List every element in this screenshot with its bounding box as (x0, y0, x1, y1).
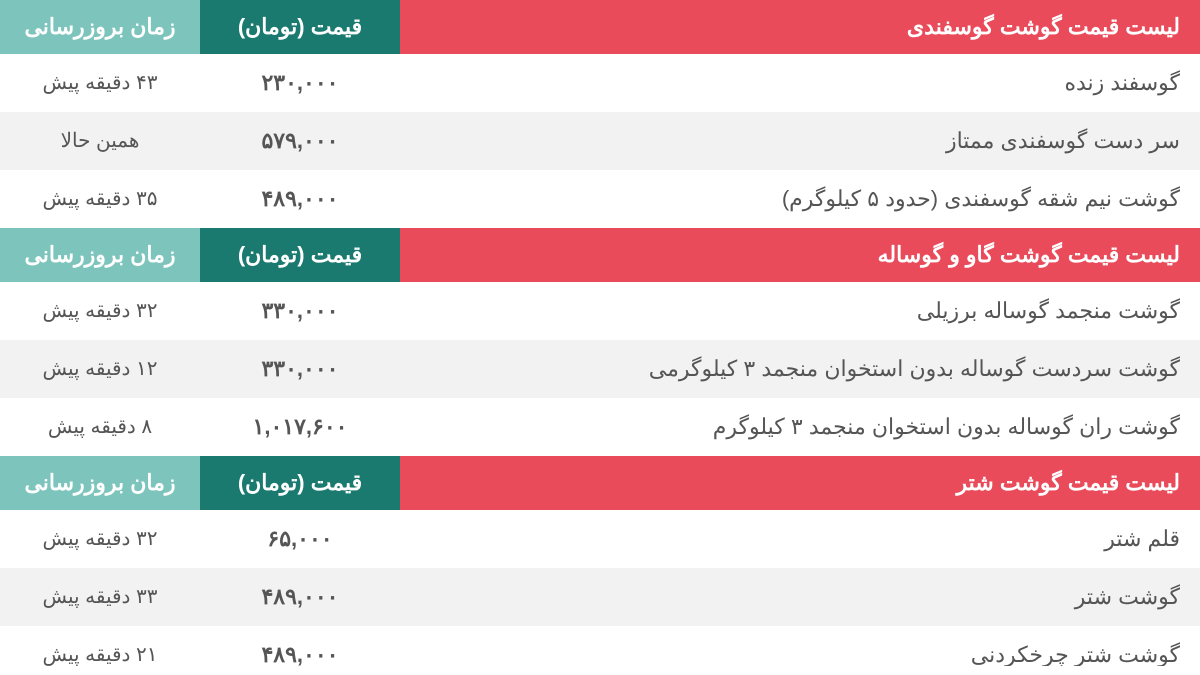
item-name: گوشت نیم شقه گوسفندی (حدود ۵ کیلوگرم) (400, 170, 1200, 228)
item-name: گوسفند زنده (400, 54, 1200, 112)
table-row: سر دست گوسفندی ممتاز ۵۷۹,۰۰۰ همین حالا (0, 112, 1200, 170)
section-title: لیست قیمت گوشت شتر (400, 456, 1200, 510)
item-time: ۴۳ دقیقه پیش (0, 54, 200, 112)
col-price-header: قیمت (تومان) (200, 456, 400, 510)
table-row: گوشت نیم شقه گوسفندی (حدود ۵ کیلوگرم) ۴۸… (0, 170, 1200, 228)
col-price-header: قیمت (تومان) (200, 0, 400, 54)
item-price: ۴۸۹,۰۰۰ (200, 170, 400, 228)
item-time: ۳۲ دقیقه پیش (0, 510, 200, 568)
item-price: ۵۷۹,۰۰۰ (200, 112, 400, 170)
table-row: قلم شتر ۶۵,۰۰۰ ۳۲ دقیقه پیش (0, 510, 1200, 568)
item-time: ۳۳ دقیقه پیش (0, 568, 200, 626)
section-title: لیست قیمت گوشت گاو و گوساله (400, 228, 1200, 282)
table-row: گوشت شتر ۴۸۹,۰۰۰ ۳۳ دقیقه پیش (0, 568, 1200, 626)
item-time: همین حالا (0, 112, 200, 170)
item-name: گوشت ران گوساله بدون استخوان منجمد ۳ کیل… (400, 398, 1200, 456)
item-time: ۱۲ دقیقه پیش (0, 340, 200, 398)
col-time-header: زمان بروزرسانی (0, 228, 200, 282)
item-price: ۳۳۰,۰۰۰ (200, 282, 400, 340)
section-header: لیست قیمت گوشت گوسفندی قیمت (تومان) زمان… (0, 0, 1200, 54)
col-time-header: زمان بروزرسانی (0, 456, 200, 510)
table-row: گوشت منجمد گوساله برزیلی ۳۳۰,۰۰۰ ۳۲ دقیق… (0, 282, 1200, 340)
item-price: ۳۳۰,۰۰۰ (200, 340, 400, 398)
item-name: گوشت سردست گوساله بدون استخوان منجمد ۳ ک… (400, 340, 1200, 398)
table-row: گوشت سردست گوساله بدون استخوان منجمد ۳ ک… (0, 340, 1200, 398)
table-row: گوسفند زنده ۲۳۰,۰۰۰ ۴۳ دقیقه پیش (0, 54, 1200, 112)
item-price: ۴۸۹,۰۰۰ (200, 626, 400, 666)
item-price: ۱,۰۱۷,۶۰۰ (200, 398, 400, 456)
item-time: ۸ دقیقه پیش (0, 398, 200, 456)
item-price: ۴۸۹,۰۰۰ (200, 568, 400, 626)
col-time-header: زمان بروزرسانی (0, 0, 200, 54)
table-row: گوشت ران گوساله بدون استخوان منجمد ۳ کیل… (0, 398, 1200, 456)
item-name: گوشت شتر (400, 568, 1200, 626)
section-header: لیست قیمت گوشت گاو و گوساله قیمت (تومان)… (0, 228, 1200, 282)
item-name: گوشت منجمد گوساله برزیلی (400, 282, 1200, 340)
item-name: سر دست گوسفندی ممتاز (400, 112, 1200, 170)
item-time: ۳۵ دقیقه پیش (0, 170, 200, 228)
col-price-header: قیمت (تومان) (200, 228, 400, 282)
price-table: لیست قیمت گوشت گوسفندی قیمت (تومان) زمان… (0, 0, 1200, 666)
item-time: ۳۲ دقیقه پیش (0, 282, 200, 340)
item-time: ۲۱ دقیقه پیش (0, 626, 200, 666)
item-name: گوشت شتر چرخکردنی (400, 626, 1200, 666)
section-header: لیست قیمت گوشت شتر قیمت (تومان) زمان برو… (0, 456, 1200, 510)
item-price: ۲۳۰,۰۰۰ (200, 54, 400, 112)
item-price: ۶۵,۰۰۰ (200, 510, 400, 568)
table-row: گوشت شتر چرخکردنی ۴۸۹,۰۰۰ ۲۱ دقیقه پیش (0, 626, 1200, 666)
section-title: لیست قیمت گوشت گوسفندی (400, 0, 1200, 54)
item-name: قلم شتر (400, 510, 1200, 568)
